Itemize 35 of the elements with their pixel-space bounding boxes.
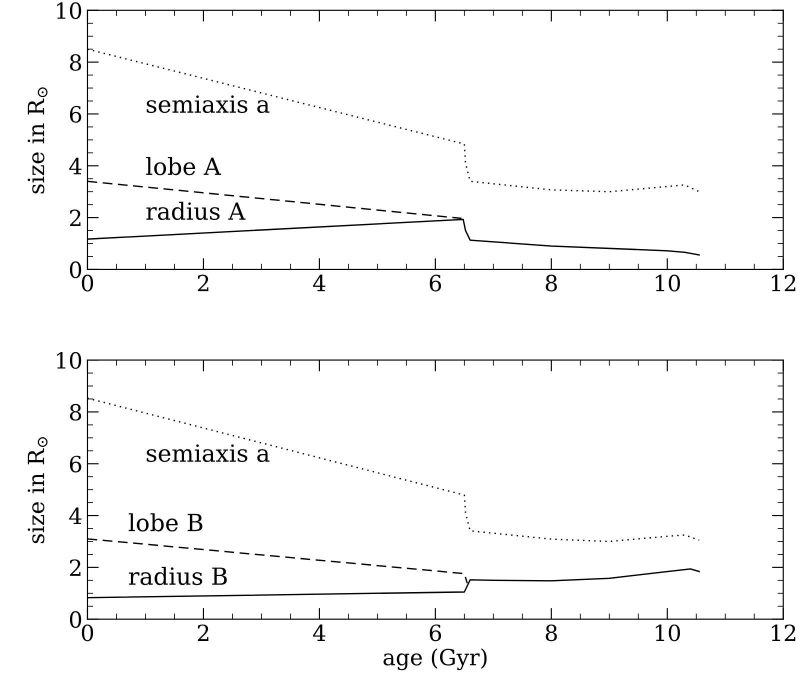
y-tick-label: 2 (70, 559, 80, 576)
x-tick-label: 12 (772, 274, 796, 292)
x-tick-label: 0 (82, 274, 94, 292)
y-tick-label: 8 (70, 54, 82, 71)
series-label: lobe B (128, 513, 202, 532)
series-label: radius A (146, 202, 246, 220)
x-tick-label: 0 (82, 624, 94, 642)
y-tick-label: 0 (70, 611, 82, 628)
y-tick-label: 4 (69, 158, 82, 174)
series-label: semiaxis a (146, 95, 270, 114)
x-tick-label: 8 (546, 624, 557, 642)
x-tick-label: 2 (198, 274, 208, 292)
y-tick-label: 10 (57, 2, 82, 20)
y-tick-label: 4 (69, 508, 82, 524)
y-tick-label: 0 (70, 261, 82, 278)
y-tick-label: 10 (57, 352, 82, 369)
series-label: lobe A (146, 156, 222, 176)
x-tick-label: 12 (772, 624, 796, 641)
x-tick-label: 4 (313, 624, 326, 641)
x-tick-label: 8 (546, 274, 557, 292)
y-tick-label: 6 (70, 456, 82, 472)
x-tick-label: 6 (430, 624, 442, 642)
series-label: radius B (128, 566, 227, 586)
x-tick-label: 10 (656, 274, 680, 292)
x-axis-title: age (Gyr) (384, 648, 487, 670)
y-tick-label: 6 (70, 106, 82, 123)
y-axis-title: size in R$_{⊙}$ (28, 87, 48, 194)
x-tick-label: 4 (313, 274, 326, 292)
x-tick-label: 6 (430, 274, 442, 292)
y-tick-label: 8 (70, 404, 82, 421)
x-tick-label: 10 (656, 624, 680, 642)
x-tick-label: 2 (198, 624, 208, 641)
series-label: semiaxis a (146, 444, 270, 462)
y-tick-label: 2 (70, 210, 80, 226)
y-axis-title: size in R$_{⊙}$ (28, 437, 48, 544)
